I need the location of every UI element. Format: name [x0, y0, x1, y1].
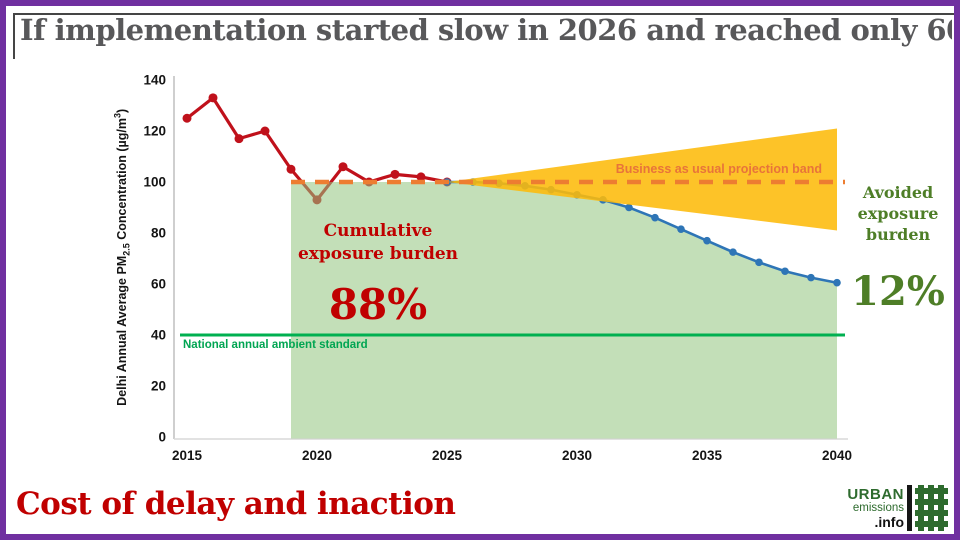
standard-line-label: National annual ambient standard	[183, 339, 368, 351]
y-tick-label: 120	[143, 124, 166, 139]
cumulative-exposure-value: 88%	[328, 280, 428, 329]
scenario-data-point	[755, 258, 763, 267]
scenario-data-point	[703, 236, 711, 245]
bau-band-label: Business as usual projection band	[615, 162, 822, 176]
cumulative-exposure-area	[291, 182, 837, 439]
historical-data-point	[286, 164, 296, 174]
bau-band	[447, 128, 837, 231]
x-tick-label: 2035	[692, 448, 723, 463]
x-tick-label: 2015	[172, 448, 203, 463]
y-tick-label: 40	[151, 328, 166, 343]
historical-data-point	[390, 169, 400, 179]
footer-caption: Cost of delay and inaction	[16, 486, 456, 522]
logo-line3: .info	[874, 514, 904, 531]
scenario-data-point	[651, 213, 659, 222]
logo-divider-bar	[907, 485, 912, 531]
page-title: If implementation started slow in 2026 a…	[20, 13, 952, 47]
y-tick-label: 100	[143, 175, 166, 190]
historical-data-point	[182, 113, 192, 123]
scenario-data-point	[833, 278, 841, 287]
y-tick-label: 0	[158, 430, 166, 445]
x-tick-label: 2025	[432, 448, 463, 463]
historical-data-point	[234, 134, 244, 144]
historical-data-point	[208, 93, 218, 103]
y-tick-label: 20	[151, 379, 166, 394]
scenario-data-point	[625, 203, 633, 212]
scenario-data-point	[677, 225, 685, 233]
x-tick-label: 2020	[302, 448, 332, 463]
y-tick-label: 60	[151, 277, 166, 292]
cumulative-exposure-label: Cumulative exposure burden	[297, 221, 459, 264]
hash-grid-icon	[915, 485, 948, 531]
y-axis-title: Delhi Annual Average PM2.5 Concentration…	[112, 108, 132, 406]
historical-data-point	[338, 162, 348, 172]
logo-line1: URBAN	[847, 485, 904, 503]
y-tick-label: 140	[143, 73, 166, 88]
avoided-exposure-label: Avoided exposure burden	[857, 183, 939, 245]
historical-data-point	[260, 126, 270, 136]
y-tick-label: 80	[151, 226, 166, 241]
scenario-data-point	[781, 267, 789, 276]
logo-text: URBAN emissions .info	[847, 487, 904, 530]
urban-emissions-logo: URBAN emissions .info	[847, 485, 948, 531]
title-box-border	[13, 13, 960, 59]
x-tick-label: 2030	[562, 448, 592, 463]
historical-data-point	[416, 172, 426, 182]
avoided-exposure-value: 12%	[851, 268, 945, 315]
scenario-data-point	[729, 248, 737, 256]
scenario-data-point	[807, 273, 815, 282]
logo-line2: emissions	[852, 501, 904, 514]
x-tick-label: 2040	[822, 448, 852, 463]
